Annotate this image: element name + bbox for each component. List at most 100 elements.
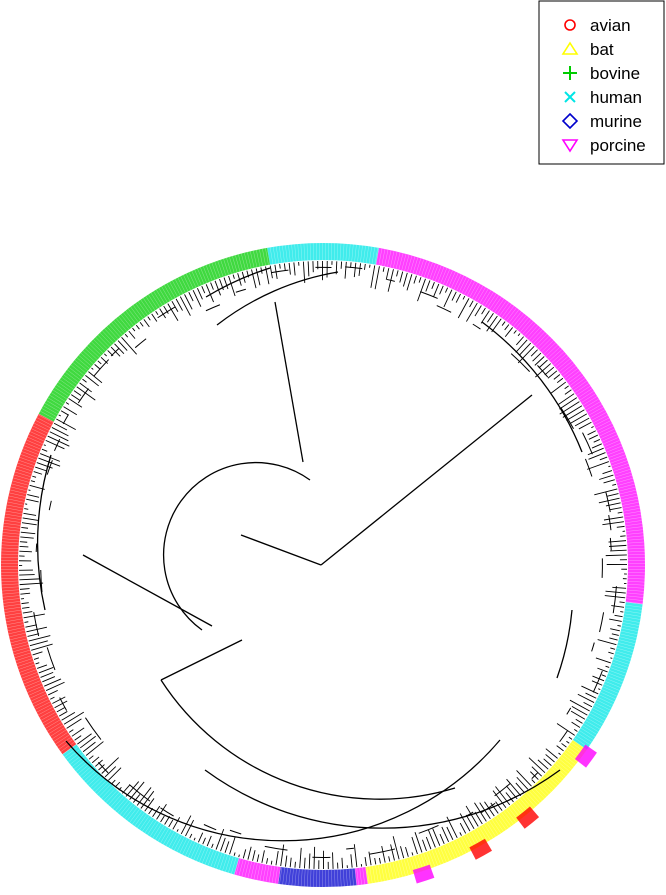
ring-texture-tick <box>165 831 175 847</box>
tip-branch <box>425 280 431 292</box>
tip-branch <box>605 502 621 507</box>
tip-branch <box>417 278 426 302</box>
ring-texture-tick <box>13 649 31 656</box>
ring-texture-tick <box>610 667 627 674</box>
ring-texture-tick <box>395 252 401 269</box>
tip-branch <box>439 833 445 844</box>
ring-texture-tick <box>273 246 276 264</box>
ring-texture-tick <box>357 245 360 262</box>
tip-branch <box>561 743 567 748</box>
ring-texture-tick <box>383 863 388 881</box>
tip-branch <box>427 829 436 848</box>
tip-branch <box>22 606 30 609</box>
ring-texture-tick <box>369 866 373 884</box>
clade-arc <box>346 847 354 850</box>
tip-branch <box>406 274 413 291</box>
tip-branch <box>28 489 31 491</box>
tip-branch <box>33 471 43 475</box>
ring-texture-tick <box>164 284 173 300</box>
ring-texture-tick <box>3 523 21 526</box>
ring-texture-tick <box>374 247 378 265</box>
tip-branch <box>495 801 503 811</box>
tip-branch <box>414 832 423 853</box>
ring-texture-tick <box>476 287 486 302</box>
clade-arc <box>609 537 612 551</box>
ring-texture-tick <box>569 375 584 386</box>
tip-branch <box>585 692 597 699</box>
tip-branch <box>51 427 69 437</box>
tip-branch <box>564 389 572 395</box>
ring-texture-tick <box>567 373 582 384</box>
ring-texture-tick <box>348 244 351 262</box>
tip-branch <box>399 271 404 283</box>
tip-branch <box>313 846 316 869</box>
tip-branch <box>205 284 214 303</box>
tip-branch <box>256 854 260 862</box>
ring-texture-tick <box>143 297 153 313</box>
tip-branch <box>344 261 347 279</box>
ring-texture-tick <box>625 520 642 523</box>
ring-texture-tick <box>521 796 534 810</box>
clade-arc <box>420 291 438 299</box>
ring-texture-tick <box>499 302 510 317</box>
ring-texture-tick <box>442 845 450 862</box>
tip-branch <box>517 333 521 337</box>
tip-branch <box>353 262 357 278</box>
ring-texture-tick <box>11 483 28 489</box>
ring-texture-tick <box>573 380 588 391</box>
tip-branch <box>124 333 129 338</box>
tip-branch <box>125 781 140 797</box>
ring-texture-tick <box>412 257 419 274</box>
clade-arc <box>592 670 603 693</box>
tip-branch <box>609 544 627 547</box>
ring-texture-tick <box>95 336 108 350</box>
ring-texture-tick <box>624 613 641 617</box>
ring-texture-tick <box>19 457 36 464</box>
ring-texture-tick <box>415 258 422 275</box>
ring-texture-tick <box>550 767 564 779</box>
ring-texture-tick <box>12 644 29 650</box>
ring-texture-tick <box>62 744 77 755</box>
ring-texture-tick <box>54 387 69 397</box>
ring-texture-tick <box>626 595 644 598</box>
ring-texture-tick <box>174 278 184 295</box>
ring-texture-tick <box>29 431 46 439</box>
clade-arc <box>128 784 151 802</box>
tip-branch <box>370 265 376 288</box>
tip-branch <box>97 360 102 365</box>
tip-branch <box>425 836 432 850</box>
ring-texture-tick <box>613 656 631 662</box>
tip-branch <box>100 356 109 364</box>
tip-branch <box>44 678 62 687</box>
ring-texture-tick <box>8 495 26 500</box>
tip-branch <box>58 711 68 717</box>
ring-texture-tick <box>91 341 104 354</box>
tip-branch <box>53 422 68 431</box>
tip-branch <box>79 382 92 393</box>
tip-branch <box>515 336 524 346</box>
tip-branch <box>358 263 362 277</box>
ring-texture-tick <box>617 642 635 647</box>
ring-texture-tick <box>627 583 645 586</box>
tip-branch <box>71 394 80 401</box>
ring-texture-tick <box>11 641 28 647</box>
ring-texture-tick <box>101 786 114 799</box>
tip-branch <box>490 802 499 814</box>
tip-branch <box>481 307 486 315</box>
ring-texture-tick <box>619 489 637 495</box>
tip-branch <box>569 699 590 712</box>
ring-texture-tick <box>596 699 612 708</box>
tip-branch <box>42 676 56 683</box>
ring-texture-tick <box>456 275 465 291</box>
tip-branch <box>238 854 240 858</box>
ring-texture-tick <box>169 281 178 297</box>
ring-texture-tick <box>577 388 593 398</box>
tip-branch <box>31 643 53 651</box>
ring-texture-tick <box>543 775 556 788</box>
ring-texture-tick <box>533 331 545 345</box>
ring-texture-tick <box>86 345 100 358</box>
ring-texture-tick <box>406 858 412 875</box>
outer-patch-avian <box>469 838 493 860</box>
ring-texture-tick <box>439 846 447 863</box>
clade-arc <box>608 514 612 531</box>
